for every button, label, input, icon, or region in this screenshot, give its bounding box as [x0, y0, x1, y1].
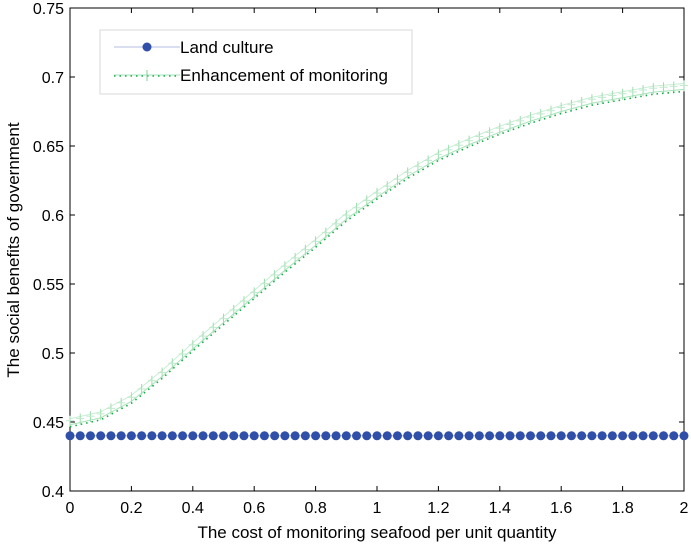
point-land-culture: [126, 431, 136, 441]
point-land-culture: [352, 431, 362, 441]
point-land-culture: [208, 431, 218, 441]
point-land-culture: [515, 431, 525, 441]
x-tick-label: 1.4: [489, 500, 511, 517]
point-land-culture: [382, 431, 392, 441]
axis-ticks: 0 0.2 0.4 0.6 0.8 1 1.2 1.4 1.6 1.8 2 0.4 0.45 0.5 0.5…: [33, 1, 689, 517]
point-land-culture: [546, 431, 556, 441]
y-tick-label: 0.5: [42, 346, 64, 363]
legend: Land culture Enhancement of monitoring: [99, 29, 413, 95]
point-land-culture: [259, 431, 269, 441]
point-land-culture: [147, 431, 157, 441]
point-land-culture: [495, 431, 505, 441]
point-land-culture: [167, 431, 177, 441]
point-land-culture: [577, 431, 587, 441]
point-land-culture: [239, 431, 249, 441]
x-axis-label: The cost of monitoring seafood per unit …: [197, 523, 557, 542]
y-tick-label: 0.7: [42, 70, 64, 87]
point-land-culture: [433, 431, 443, 441]
x-tick-label: 0.2: [120, 500, 142, 517]
x-tick-label: 2: [680, 500, 689, 517]
x-tick-label: 0.8: [304, 500, 326, 517]
point-land-culture: [444, 431, 454, 441]
point-land-culture: [413, 431, 423, 441]
point-land-culture: [75, 431, 85, 441]
point-land-culture: [341, 431, 351, 441]
point-land-culture: [229, 431, 239, 441]
x-tick-label: 0.6: [243, 500, 265, 517]
point-land-culture: [423, 431, 433, 441]
point-land-culture: [505, 431, 515, 441]
point-land-culture: [536, 431, 546, 441]
x-tick-label: 1.8: [611, 500, 633, 517]
point-land-culture: [270, 431, 280, 441]
y-tick-label: 0.45: [33, 415, 64, 432]
point-land-culture: [300, 431, 310, 441]
x-tick-label: 1: [373, 500, 382, 517]
point-land-culture: [321, 431, 331, 441]
point-land-culture: [566, 431, 576, 441]
point-land-culture: [280, 431, 290, 441]
legend-label-enhancement: Enhancement of monitoring: [180, 66, 388, 85]
point-land-culture: [485, 431, 495, 441]
point-land-culture: [587, 431, 597, 441]
point-land-culture: [618, 431, 628, 441]
x-tick-label: 0.4: [182, 500, 204, 517]
point-land-culture: [403, 431, 413, 441]
point-land-culture: [198, 431, 208, 441]
point-land-culture: [607, 431, 617, 441]
y-axis-label: The social benefits of government: [4, 122, 23, 377]
point-land-culture: [290, 431, 300, 441]
point-land-culture: [249, 431, 259, 441]
point-land-culture: [372, 431, 382, 441]
x-tick-label: 1.6: [550, 500, 572, 517]
y-tick-label: 0.75: [33, 1, 64, 18]
point-land-culture: [628, 431, 638, 441]
series-dots-enhancement: [69, 90, 685, 428]
point-land-culture: [669, 431, 679, 441]
point-land-culture: [219, 431, 228, 441]
y-tick-label: 0.55: [33, 277, 64, 294]
y-tick-label: 0.6: [42, 208, 64, 225]
point-land-culture: [556, 431, 566, 441]
point-land-culture: [106, 431, 116, 441]
legend-box: [99, 29, 413, 95]
point-land-culture: [65, 431, 75, 441]
point-land-culture: [116, 431, 126, 441]
point-land-culture: [526, 431, 535, 441]
y-tick-label: 0.4: [42, 484, 64, 501]
point-land-culture: [157, 431, 167, 441]
point-land-culture: [188, 431, 198, 441]
series-enhancement-of-monitoring: [66, 80, 688, 428]
point-land-culture: [311, 431, 321, 441]
series-layer: [65, 80, 689, 441]
point-land-culture: [178, 431, 188, 441]
point-land-culture: [659, 431, 669, 441]
x-tick-label: 0: [66, 500, 75, 517]
series-land-culture: [65, 431, 689, 441]
point-land-culture: [464, 431, 474, 441]
point-land-culture: [597, 431, 607, 441]
legend-marker-land-culture: [142, 42, 152, 52]
point-land-culture: [638, 431, 648, 441]
point-land-culture: [96, 431, 106, 441]
point-land-culture: [137, 431, 147, 441]
y-tick-label: 0.65: [33, 139, 64, 156]
point-land-culture: [331, 431, 341, 441]
point-land-culture: [392, 431, 402, 441]
point-land-culture: [679, 431, 689, 441]
point-land-culture: [474, 431, 484, 441]
legend-label-land-culture: Land culture: [180, 38, 274, 57]
x-tick-label: 1.2: [427, 500, 449, 517]
point-land-culture: [362, 431, 372, 441]
point-land-culture: [648, 431, 658, 441]
point-land-culture: [85, 431, 95, 441]
point-land-culture: [454, 431, 464, 441]
